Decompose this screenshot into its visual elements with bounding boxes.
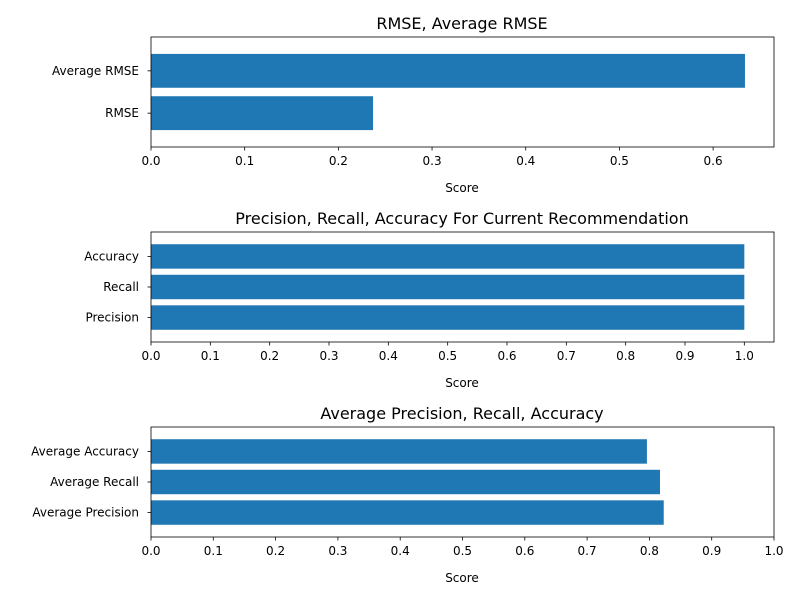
x-tick-label: 0.8 [640,544,659,558]
x-tick-label: 0.6 [497,349,516,363]
chart-panel-current: Precision, Recall, Accuracy For Current … [84,209,775,390]
bar-recall [151,274,745,300]
x-tick-label: 0.7 [578,544,597,558]
bar-group [151,439,664,525]
x-axis-label: Score [445,376,479,390]
y-axis-ticks: Precision Recall Accuracy [84,249,151,325]
x-tick-label: 0.2 [260,349,279,363]
x-tick-label: 0.5 [438,349,457,363]
y-tick-label: Average Precision [32,506,139,520]
x-axis-ticks: 0.0 0.1 0.2 0.3 0.4 0.5 0.6 0.7 0.8 0.9 1.0 [141,537,784,558]
chart-title: Precision, Recall, Accuracy For Current … [235,209,688,228]
bar-accuracy [151,244,745,269]
x-tick-label: 0.0 [141,349,160,363]
bar-average-precision [151,500,664,525]
x-tick-label: 0.9 [675,349,694,363]
x-tick-label: 0.2 [329,154,348,168]
x-tick-label: 0.4 [516,154,535,168]
x-tick-label: 0.0 [141,544,160,558]
x-tick-label: 0.0 [141,154,160,168]
x-tick-label: 1.0 [764,544,783,558]
y-tick-label: Average Recall [50,475,139,489]
y-tick-label: Recall [103,280,139,294]
x-axis-label: Score [445,181,479,195]
y-tick-label: Accuracy [84,249,139,263]
x-tick-label: 0.6 [704,154,723,168]
bar-average-recall [151,469,660,495]
y-tick-label: Average Accuracy [31,444,139,458]
chart-panel-average: Average Precision, Recall, Accuracy Aver… [31,404,783,585]
bar-average-rmse [151,53,745,88]
y-tick-label: Precision [85,311,139,325]
chart-title: Average Precision, Recall, Accuracy [320,404,603,423]
bar-rmse [151,96,374,131]
y-tick-label: RMSE [105,106,139,120]
x-tick-label: 0.1 [204,544,223,558]
plot-frame [150,231,775,343]
x-tick-label: 0.3 [328,544,347,558]
y-axis-ticks: RMSE Average RMSE [52,64,151,120]
x-tick-label: 0.1 [235,154,254,168]
x-tick-label: 1.0 [735,349,754,363]
chart-title: RMSE, Average RMSE [376,14,547,33]
bar-group [151,244,745,330]
x-tick-label: 0.3 [319,349,338,363]
plot-frame [150,36,775,148]
y-axis-ticks: Average Precision Average Recall Average A… [31,444,151,520]
plot-frame [150,426,775,538]
x-tick-label: 0.4 [391,544,410,558]
x-axis-label: Score [445,571,479,585]
x-tick-label: 0.4 [379,349,398,363]
x-tick-label: 0.7 [557,349,576,363]
x-tick-label: 0.5 [453,544,472,558]
x-tick-label: 0.5 [610,154,629,168]
bar-group [151,53,745,131]
bar-average-accuracy [151,439,647,464]
y-tick-label: Average RMSE [52,64,139,78]
bar-precision [151,305,745,330]
x-tick-label: 0.3 [423,154,442,168]
x-axis-ticks: 0.0 0.1 0.2 0.3 0.4 0.5 0.6 [141,147,723,168]
x-tick-label: 0.8 [616,349,635,363]
x-axis-ticks: 0.0 0.1 0.2 0.3 0.4 0.5 0.6 0.7 0.8 0.9 1.0 [141,342,754,363]
x-tick-label: 0.2 [266,544,285,558]
x-tick-label: 0.6 [515,544,534,558]
x-tick-label: 0.1 [201,349,220,363]
x-tick-label: 0.9 [702,544,721,558]
